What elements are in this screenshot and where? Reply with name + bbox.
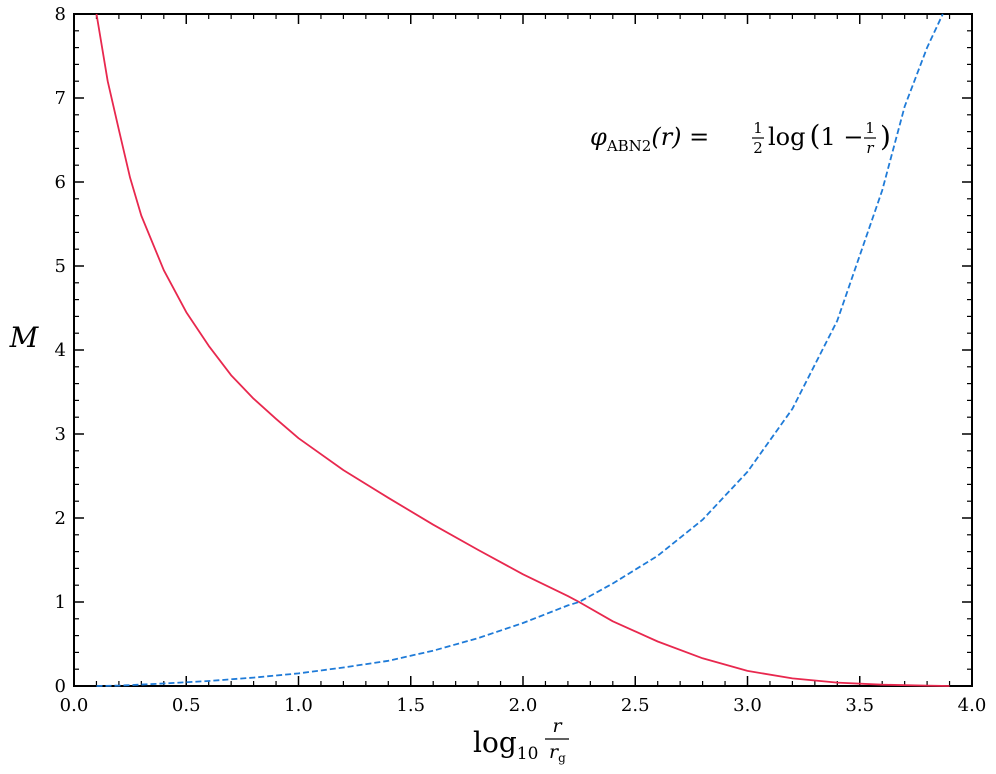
plot-frame: [73, 13, 973, 687]
x-label-base: 10: [517, 744, 539, 764]
formula-one-minus: 1 −: [820, 123, 863, 151]
y-tick-label: 4: [55, 340, 66, 361]
y-tick-label: 3: [55, 424, 66, 445]
y-tick-label: 6: [55, 172, 66, 193]
x-label-frac-num: r: [552, 715, 563, 737]
x-tick-label: 2.0: [509, 695, 538, 716]
series-line-dashed: [96, 13, 944, 687]
formula-half-num: 1: [753, 119, 763, 137]
y-tick-label: 8: [55, 4, 66, 25]
formula-paren-close: ): [880, 120, 891, 153]
axis-ticks: [73, 13, 973, 687]
formula-half-den: 2: [753, 139, 763, 157]
y-tick-label: 5: [55, 256, 66, 277]
x-tick-label: 4.0: [958, 695, 987, 716]
y-axis-label: M: [9, 321, 40, 354]
y-tick-label: 1: [55, 592, 66, 613]
x-tick-label: 3.5: [845, 695, 874, 716]
series-line-solid: [95, 13, 950, 687]
x-tick-label: 3.0: [733, 695, 762, 716]
formula-log: log: [768, 123, 806, 151]
formula-sub: ABN2: [606, 137, 652, 155]
formula-paren-open: (: [810, 119, 821, 152]
svg-text:rg: rg: [549, 741, 566, 765]
x-axis-label: log10 r rg: [473, 715, 569, 765]
formula-inv-num: 1: [865, 119, 875, 137]
y-tick-label: 7: [55, 88, 66, 109]
y-tick-label: 0: [55, 676, 66, 697]
svg-text:log(1 −: log (1 −: [768, 119, 863, 152]
formula-annotation: φABN2(r) = 1 2 log (1 − 1 r ): [590, 119, 891, 157]
formula-arg: (r) =: [651, 123, 709, 151]
formula-inv-den: r: [866, 139, 874, 157]
svg-text:φABN2(r) =: φABN2(r) =: [590, 123, 709, 155]
y-tick-label: 2: [55, 508, 66, 529]
x-tick-label: 0.5: [172, 695, 201, 716]
x-label-log: log: [473, 726, 517, 759]
x-label-frac-den-sub: g: [558, 751, 566, 765]
x-label-frac-den: r: [549, 741, 560, 763]
x-tick-label: 0.0: [60, 695, 89, 716]
x-tick-label: 1.5: [396, 695, 425, 716]
formula-phi: φ: [590, 123, 607, 151]
x-tick-label: 1.0: [284, 695, 313, 716]
x-tick-label: 2.5: [621, 695, 650, 716]
svg-text:log10: log10: [473, 726, 538, 764]
axis-tick-labels: 0.0 0.5 1.0 1.5 2.0 2.5 3.0 3.5 4.0 0 1 2 3 4 5 6 7 8: [55, 4, 987, 716]
series-layer: [95, 13, 950, 687]
